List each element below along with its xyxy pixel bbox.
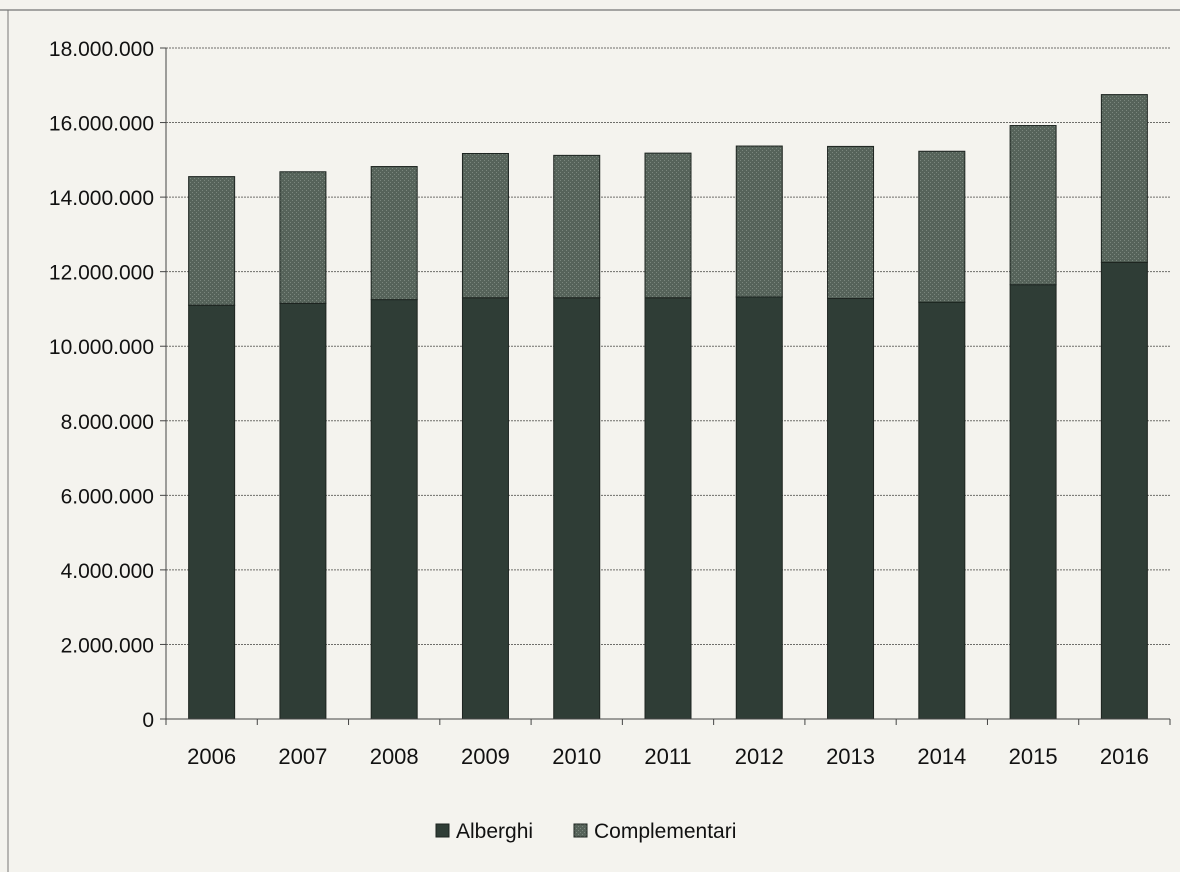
bar-alberghi <box>1100 261 1148 720</box>
x-tick-label: 2012 <box>735 744 784 769</box>
legend-label-alberghi: Alberghi <box>456 820 533 843</box>
x-tick-label: 2007 <box>278 744 327 769</box>
x-tick-label: 2014 <box>917 744 966 769</box>
bar-complementari <box>553 154 601 299</box>
bar-complementari <box>1100 94 1148 263</box>
bars <box>188 94 1148 720</box>
legend-swatch-complementari <box>573 823 588 838</box>
bar-alberghi <box>370 299 418 720</box>
bar-complementari <box>461 152 509 299</box>
axes: 0 2.000.000 4.000.000 6.000.000 8.000.000 10.… <box>49 38 1171 769</box>
y-tick-label: 18.000.000 <box>49 38 154 61</box>
y-tick-label: 10.000.000 <box>49 336 154 359</box>
bar-complementari <box>1009 125 1057 286</box>
x-tick-label: 2016 <box>1100 744 1149 769</box>
y-tick-label: 6.000.000 <box>61 485 154 508</box>
x-tick-label: 2009 <box>461 744 510 769</box>
bar-alberghi <box>461 297 509 720</box>
bar-complementari <box>188 176 236 306</box>
y-tick-label: 12.000.000 <box>49 262 154 285</box>
x-tick-label: 2015 <box>1009 744 1058 769</box>
bar-alberghi <box>1009 284 1057 720</box>
x-tick-label: 2013 <box>826 744 875 769</box>
bar-complementari <box>279 171 327 304</box>
legend-label-complementari: Complementari <box>594 820 736 843</box>
bar-alberghi <box>918 301 966 720</box>
legend: Alberghi Complementari <box>435 820 736 843</box>
y-tick-label: 14.000.000 <box>49 187 154 210</box>
bar-alberghi <box>553 297 601 720</box>
y-tick-label: 2.000.000 <box>61 634 154 657</box>
bar-alberghi <box>279 302 327 720</box>
y-tick-label: 0 <box>142 709 154 732</box>
x-tick-label: 2011 <box>644 744 691 769</box>
bar-complementari <box>644 152 692 299</box>
x-tick-label: 2010 <box>552 744 601 769</box>
y-tick-label: 4.000.000 <box>61 560 154 583</box>
bar-complementari <box>370 166 418 301</box>
bar-alberghi <box>827 298 875 720</box>
bar-complementari <box>827 145 875 300</box>
legend-swatch-alberghi <box>435 823 450 838</box>
bar-alberghi <box>735 296 783 720</box>
y-tick-label: 8.000.000 <box>61 411 154 434</box>
bar-alberghi <box>644 297 692 720</box>
x-tick-label: 2006 <box>187 744 236 769</box>
bar-alberghi <box>188 304 236 720</box>
y-tick-label: 16.000.000 <box>49 113 154 136</box>
bar-complementari <box>918 150 966 303</box>
bar-complementari <box>735 145 783 298</box>
x-tick-label: 2008 <box>370 744 419 769</box>
